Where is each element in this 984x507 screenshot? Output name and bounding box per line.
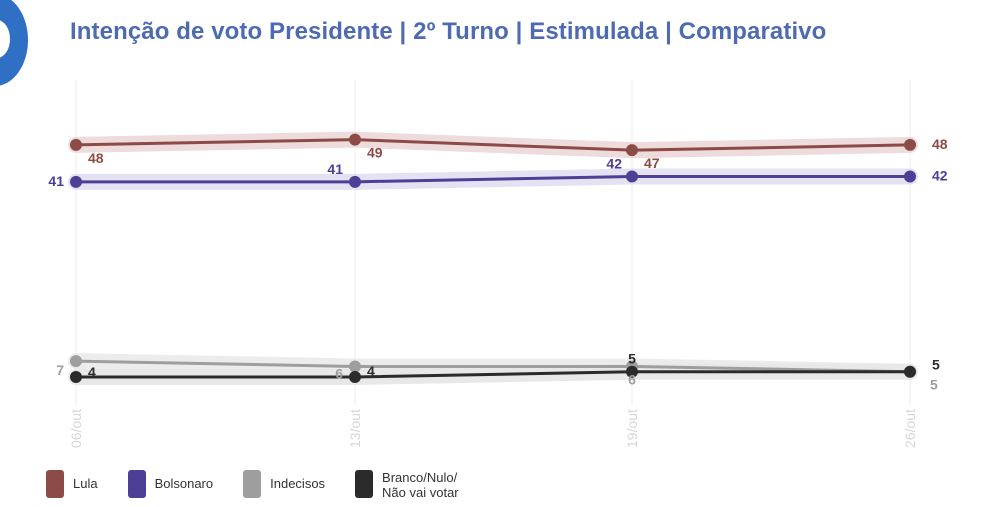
legend-item: Branco/Nulo/ Não vai votar	[355, 470, 459, 500]
data-label: 48	[932, 136, 948, 152]
data-label: 6	[628, 371, 636, 387]
legend-label: Lula	[73, 476, 98, 491]
legend-item: Indecisos	[243, 470, 325, 498]
series-line-0	[75, 138, 911, 152]
data-label: 42	[932, 168, 948, 184]
legend-swatch	[243, 470, 262, 498]
data-label: 7	[56, 362, 64, 378]
data-point	[349, 371, 361, 383]
legend-label: Bolsonaro	[154, 476, 214, 491]
series-line-1	[76, 175, 910, 184]
data-label: 47	[644, 155, 660, 171]
data-point	[70, 371, 82, 383]
data-label: 49	[367, 145, 383, 161]
chart-legend: Lula Bolsonaro Indecisos Branco/Nulo/ Não v…	[46, 470, 489, 500]
data-point	[70, 175, 82, 188]
data-label: 41	[327, 161, 343, 177]
chart-title: Intenção de voto Presidente | 2º Turno |…	[70, 18, 827, 45]
data-point	[626, 365, 638, 378]
data-point	[904, 138, 916, 151]
data-point	[349, 175, 361, 188]
data-point	[70, 138, 82, 151]
data-label: 5	[932, 357, 940, 373]
series-line-2	[75, 359, 911, 374]
legend-item: Bolsonaro	[127, 470, 214, 498]
data-point	[70, 355, 82, 368]
data-label: 4	[88, 364, 96, 380]
data-label: 5	[930, 377, 938, 393]
series-line-3	[76, 370, 910, 379]
data-label: 5	[628, 351, 636, 367]
x-tick-label: 06/out	[68, 409, 84, 448]
legend-swatch	[355, 470, 374, 498]
data-point	[349, 133, 361, 146]
data-label: 4	[367, 363, 375, 379]
legend-swatch	[46, 470, 64, 498]
x-tick-label: 26/out	[902, 409, 918, 448]
data-point	[626, 170, 638, 183]
legend-label: Branco/Nulo/ Não vai votar	[382, 470, 459, 500]
data-label: 48	[88, 150, 104, 166]
legend-swatch	[127, 470, 146, 498]
legend-label: Indecisos	[270, 476, 326, 491]
x-tick-label: 13/out	[347, 409, 363, 448]
data-label: 6	[335, 365, 343, 381]
data-label: 42	[606, 156, 622, 172]
data-point	[349, 360, 361, 373]
x-tick-label: 19/out	[624, 409, 640, 448]
data-point	[904, 365, 916, 378]
data-label: 41	[48, 173, 64, 189]
data-point	[904, 170, 916, 183]
legend-item: Lula	[46, 470, 98, 498]
data-point	[626, 144, 638, 157]
